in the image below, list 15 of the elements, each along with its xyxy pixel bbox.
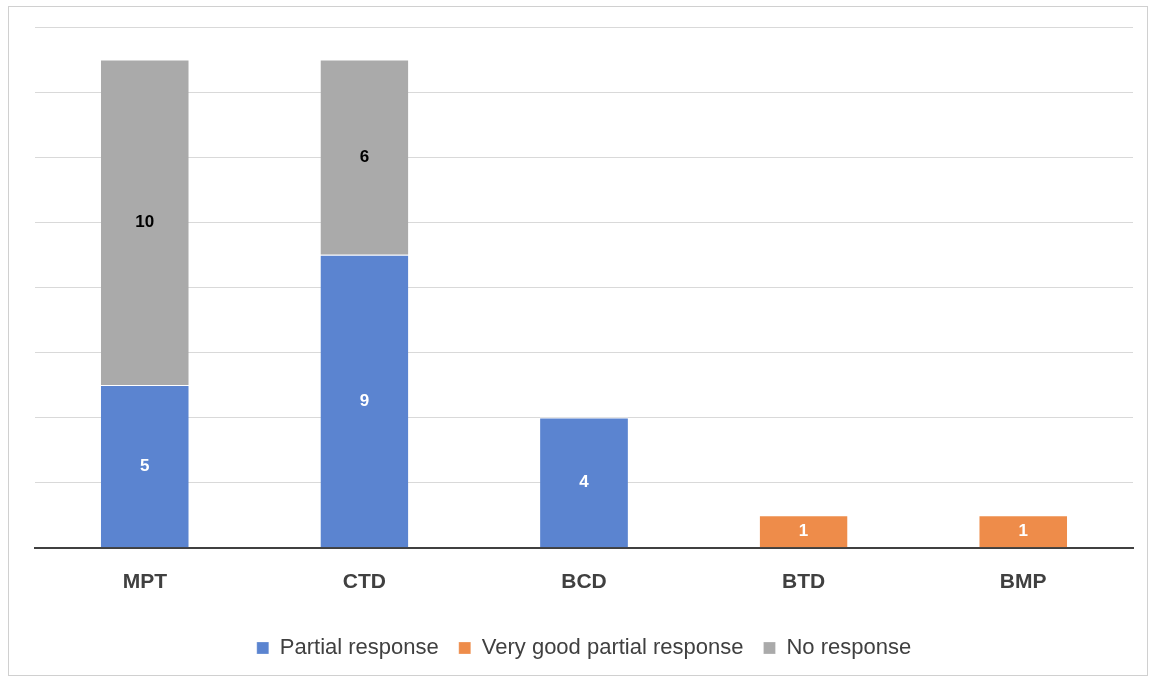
data-label: 5	[140, 455, 150, 475]
data-label: 9	[359, 390, 370, 410]
x-tick-label: BTD	[782, 569, 826, 593]
legend-label: No response	[786, 634, 912, 660]
data-label: 4	[579, 472, 590, 492]
legend-label: Partial response	[279, 634, 439, 660]
x-tick-label: BMP	[999, 569, 1047, 593]
data-label: 6	[359, 146, 370, 166]
x-tick-label: MPT	[122, 569, 168, 593]
legend-label: Very good partial response	[481, 634, 744, 660]
x-tick-label: BCD	[561, 569, 607, 593]
x-tick-label: CTD	[342, 569, 386, 593]
data-label: 1	[1018, 520, 1028, 540]
data-label: 10	[135, 211, 155, 231]
data-label: 1	[798, 520, 809, 540]
